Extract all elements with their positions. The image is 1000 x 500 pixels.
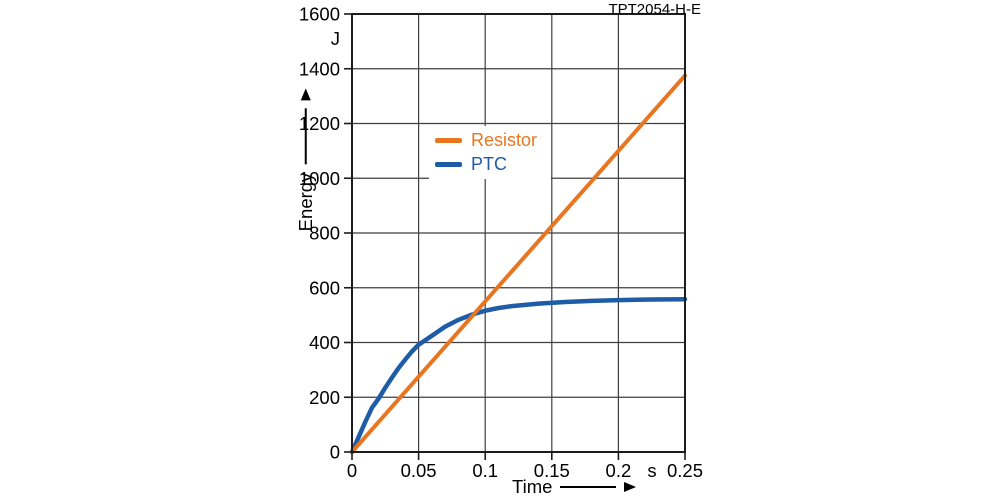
resistor-line-swatch [435,137,462,143]
legend-item-resistor: Resistor [435,129,537,151]
legend-item-ptc: PTC [435,153,537,175]
y-axis-unit: J [331,28,340,49]
x-tick-label: 0 [347,460,357,481]
x-tick-label: 0.1 [472,460,498,481]
x-axis-title-label: Time [512,476,553,497]
x-tick-label: 0.15 [534,460,570,481]
x-tick-label: 0.25 [667,460,703,481]
up-arrow-icon [301,88,311,101]
tick-labels: 0 0.05 0.1 0.15 0.2 0.25 0 200 400 600 800 1000 1200… [299,4,703,482]
axis-ticks [344,13,686,460]
right-arrow-icon [624,482,637,493]
x-tick-label: 0.2 [606,460,632,481]
ptc-line-swatch [435,161,462,167]
y-tick-label: 1400 [299,58,340,79]
y-tick-label: 800 [309,223,340,244]
up-arrow-shaft [305,108,307,165]
right-arrow-shaft [560,486,617,489]
legend: Resistor PTC [429,126,552,179]
x-axis-title: Time [512,476,637,497]
y-tick-label: 1600 [299,4,340,25]
x-axis-unit: s [647,460,656,481]
legend-label-ptc: PTC [471,154,507,174]
y-tick-label: 400 [309,332,340,353]
y-tick-label: 200 [309,387,340,408]
document-code: TPT2054-H-E [608,1,701,18]
y-tick-label: 1000 [299,168,340,189]
ptc-line [349,296,688,455]
x-tick-label: 0.05 [401,460,437,481]
resistor-line [350,73,687,454]
gridlines [352,14,685,452]
y-tick-label: 1200 [299,113,340,134]
y-tick-label: 0 [330,442,340,463]
y-axis-title-label: Energy [294,172,316,232]
y-tick-label: 600 [309,277,340,298]
legend-label-resistor: Resistor [471,130,538,150]
